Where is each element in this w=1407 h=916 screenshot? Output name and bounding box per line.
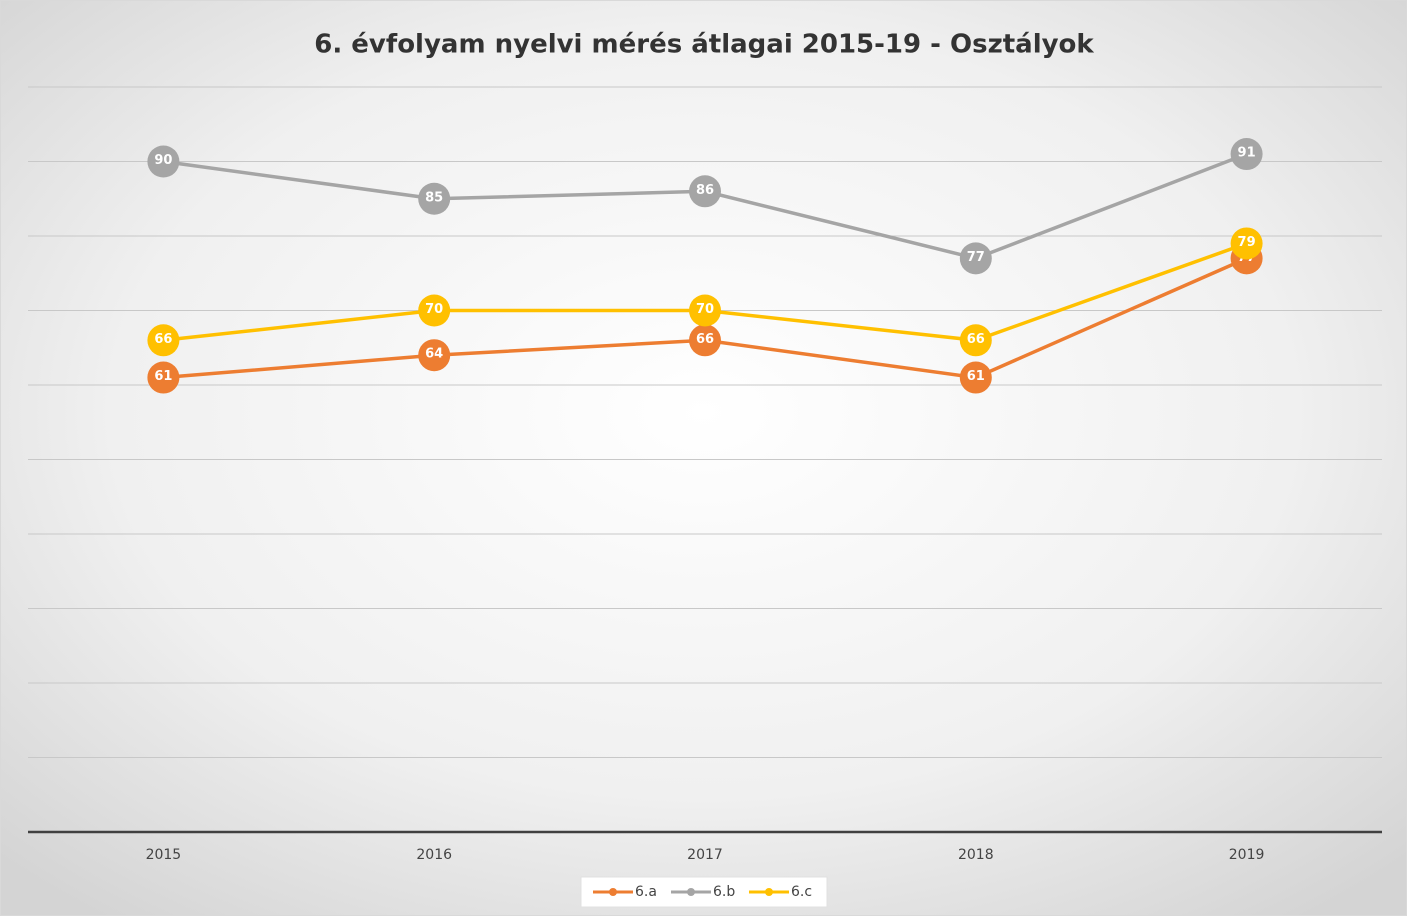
data-label: 70 xyxy=(696,302,714,317)
marker xyxy=(418,294,451,327)
x-tick-label: 2017 xyxy=(687,847,723,863)
x-tick-label: 2016 xyxy=(416,847,452,863)
series-markers: 66 70 70 66 79 xyxy=(147,227,1263,357)
marker xyxy=(959,242,992,275)
data-label: 66 xyxy=(154,332,172,347)
chart-title: 6. évfolyam nyelvi mérés átlagai 2015-19… xyxy=(314,30,1094,60)
legend-marker xyxy=(609,888,617,896)
legend: 6.a 6.b 6.c xyxy=(580,876,828,908)
legend-label: 6.a xyxy=(635,884,657,900)
data-label: 86 xyxy=(696,183,714,198)
data-label: 61 xyxy=(154,369,172,384)
data-label: 85 xyxy=(425,190,443,205)
legend-marker xyxy=(765,888,773,896)
series-markers: 61 64 66 61 77 xyxy=(147,242,1263,394)
data-label: 70 xyxy=(425,302,443,317)
x-tick-label: 2019 xyxy=(1229,847,1265,863)
marker xyxy=(147,324,180,357)
data-label: 77 xyxy=(967,250,985,265)
data-label: 90 xyxy=(154,153,172,168)
marker xyxy=(1230,138,1263,171)
marker xyxy=(959,324,992,357)
marker xyxy=(1230,227,1263,260)
series-markers: 90 85 86 77 91 xyxy=(147,138,1263,275)
marker xyxy=(418,339,451,372)
marker xyxy=(147,361,180,394)
x-tick-label: 2018 xyxy=(958,847,994,863)
marker xyxy=(689,175,721,208)
data-label: 91 xyxy=(1238,146,1256,161)
marker xyxy=(689,324,721,357)
legend-label: 6.b xyxy=(713,884,735,900)
data-label: 66 xyxy=(696,332,714,347)
data-label: 66 xyxy=(967,332,985,347)
data-label: 64 xyxy=(425,347,443,362)
marker xyxy=(147,145,180,178)
data-label: 61 xyxy=(967,369,985,384)
marker xyxy=(689,294,721,327)
data-label: 79 xyxy=(1238,235,1256,250)
legend-label: 6.c xyxy=(791,884,812,900)
x-tick-label: 2015 xyxy=(146,847,182,863)
legend-marker xyxy=(687,888,695,896)
marker xyxy=(959,361,992,394)
marker xyxy=(418,182,451,215)
